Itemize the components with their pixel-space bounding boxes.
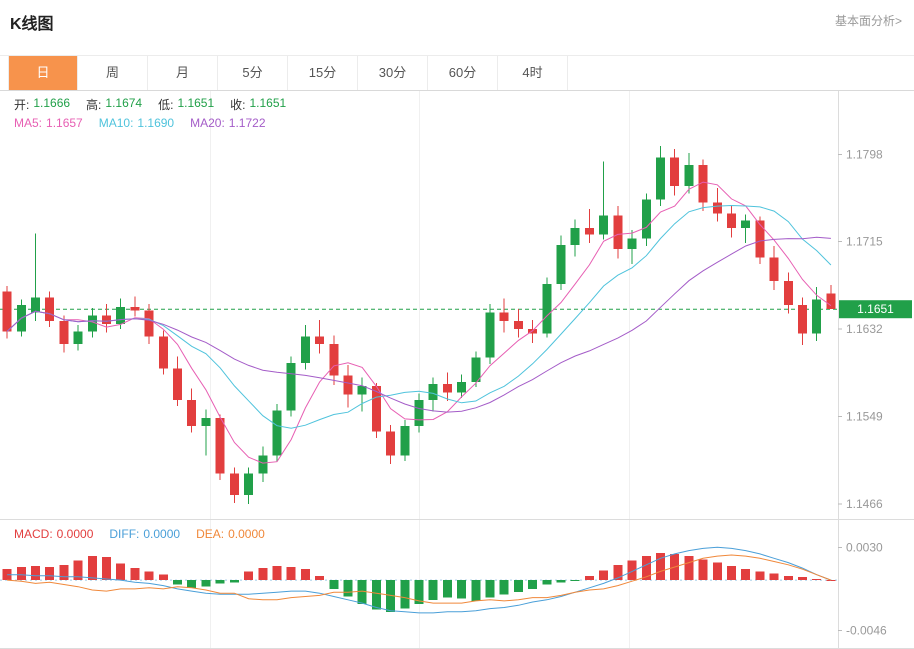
tab-30min[interactable]: 30分 (358, 56, 428, 90)
svg-text:-0.0046: -0.0046 (846, 623, 887, 637)
kline-chart[interactable]: 1.1798 1.1715 1.1632 1.1549 1.1466 0.0030 -0.0… (0, 91, 914, 649)
price-axis: 1.1798 1.1715 1.1632 1.1549 1.1466 0.0030 -0.0… (838, 147, 887, 637)
tab-month[interactable]: 月 (148, 56, 218, 90)
page-title: K线图 (10, 16, 54, 33)
tab-15min[interactable]: 15分 (288, 56, 358, 90)
ma20-line (6, 236, 831, 413)
chart-borders (0, 91, 914, 649)
svg-text:0.0030: 0.0030 (846, 540, 883, 554)
tab-5min[interactable]: 5分 (218, 56, 288, 90)
fundamental-analysis-link[interactable]: 基本面分析> (834, 14, 902, 28)
svg-text:1.1651: 1.1651 (857, 302, 894, 316)
svg-text:1.1798: 1.1798 (846, 147, 883, 161)
svg-text:1.1549: 1.1549 (846, 410, 883, 424)
tab-day[interactable]: 日 (8, 56, 78, 90)
tab-4hour[interactable]: 4时 (498, 56, 568, 90)
tab-60min[interactable]: 60分 (428, 56, 498, 90)
timeframe-tabs: 日周月 5分 15分 30分 60分 4时 (0, 55, 914, 91)
chart-area: 1.1798 1.1715 1.1632 1.1549 1.1466 0.0030 -0.0… (0, 91, 914, 649)
ma10-line (6, 204, 832, 429)
current-price-badge: 1.1651 (839, 300, 912, 319)
dea-line (7, 554, 832, 604)
svg-text:1.1632: 1.1632 (846, 322, 883, 336)
gridlines (210, 91, 630, 648)
diff-line (7, 546, 832, 614)
macd-histogram (2, 552, 836, 612)
ma5-line (6, 181, 832, 464)
candles (2, 145, 836, 505)
tab-week[interactable]: 周 (78, 56, 148, 90)
svg-text:1.1715: 1.1715 (846, 235, 883, 249)
header: K线图 基本面分析> (0, 0, 914, 55)
svg-text:1.1466: 1.1466 (846, 497, 883, 511)
